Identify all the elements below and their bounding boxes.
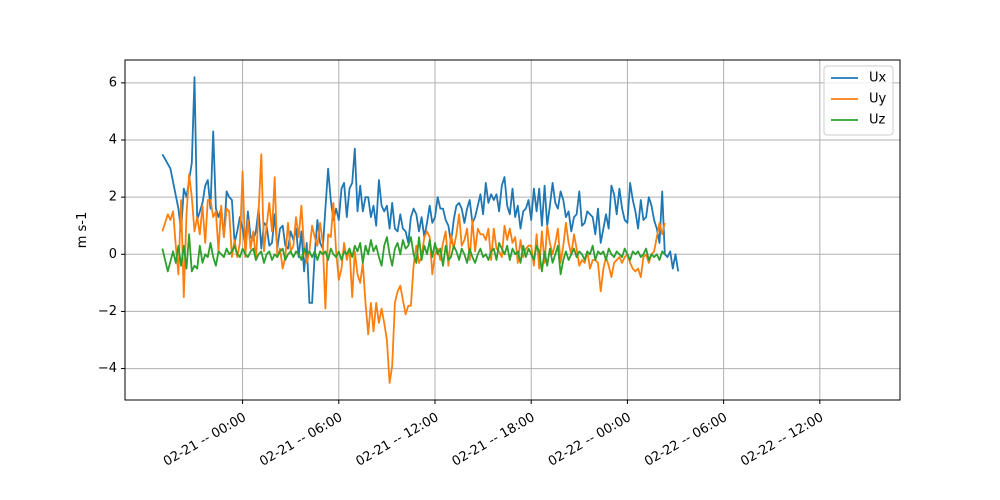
legend-label-ux: Ux xyxy=(869,71,887,86)
y-axis-label: m s-1 xyxy=(75,212,90,249)
legend-label-uy: Uy xyxy=(869,92,887,107)
y-tick-label: −2 xyxy=(98,304,117,319)
y-tick-label: 4 xyxy=(109,133,117,148)
legend: Ux Uy Uz xyxy=(823,65,894,136)
y-axis: −4 −2 0 2 4 6 xyxy=(98,75,125,376)
plot-series xyxy=(161,76,680,384)
y-tick-label: 2 xyxy=(109,190,117,205)
legend-box xyxy=(823,65,894,136)
legend-label-uz: Uz xyxy=(869,113,886,128)
series-line-ux xyxy=(161,76,680,304)
y-tick-label: −4 xyxy=(98,361,117,376)
series-line-uz xyxy=(161,233,666,276)
series-line-uy xyxy=(161,153,666,384)
y-tick-label: 6 xyxy=(109,75,117,90)
y-tick-label: 0 xyxy=(109,247,117,262)
plot-area-frame xyxy=(124,59,901,401)
